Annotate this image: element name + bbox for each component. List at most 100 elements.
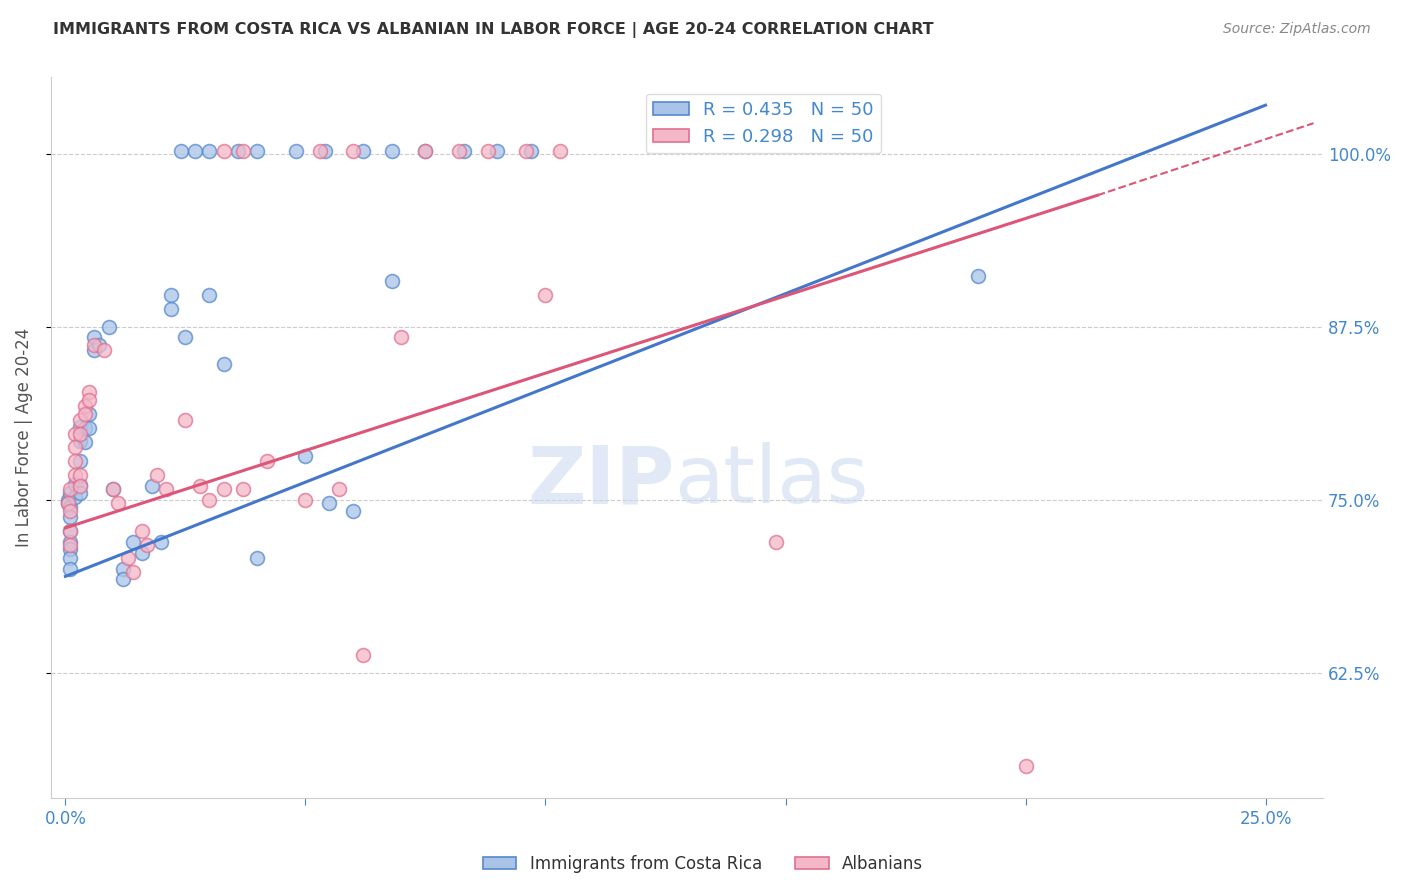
Point: [141, 479, 163, 493]
Point: [87, 338, 110, 352]
Point: [131, 524, 153, 538]
Point: [59, 551, 82, 566]
Point: [155, 482, 177, 496]
Point: [112, 572, 135, 586]
Point: [284, 144, 307, 158]
Point: [391, 329, 413, 343]
Point: [1014, 759, 1036, 773]
Point: [69, 419, 91, 434]
Point: [314, 144, 336, 158]
Point: [59, 541, 82, 556]
Legend: Immigrants from Costa Rica, Albanians: Immigrants from Costa Rica, Albanians: [477, 848, 929, 880]
Point: [212, 357, 235, 371]
Point: [169, 144, 191, 158]
Point: [136, 537, 159, 551]
Point: [534, 288, 557, 302]
Point: [69, 413, 91, 427]
Point: [174, 329, 197, 343]
Text: IMMIGRANTS FROM COSTA RICA VS ALBANIAN IN LABOR FORCE | AGE 20-24 CORRELATION CH: IMMIGRANTS FROM COSTA RICA VS ALBANIAN I…: [53, 22, 934, 38]
Point: [59, 486, 82, 500]
Point: [83, 338, 105, 352]
Point: [966, 268, 988, 283]
Point: [318, 496, 340, 510]
Point: [342, 504, 364, 518]
Point: [415, 144, 437, 158]
Point: [59, 524, 82, 538]
Point: [486, 144, 509, 158]
Point: [198, 144, 221, 158]
Point: [103, 482, 125, 496]
Point: [59, 500, 82, 514]
Point: [69, 434, 91, 448]
Point: [232, 144, 254, 158]
Point: [59, 504, 82, 518]
Point: [59, 562, 82, 576]
Point: [198, 493, 221, 508]
Point: [73, 434, 96, 449]
Point: [97, 319, 120, 334]
Point: [63, 476, 86, 491]
Point: [226, 144, 249, 158]
Point: [69, 454, 91, 468]
Point: [246, 144, 269, 158]
Point: [69, 479, 91, 493]
Point: [63, 426, 86, 441]
Point: [765, 534, 787, 549]
Point: [256, 454, 278, 468]
Point: [79, 407, 101, 421]
Point: [246, 551, 269, 566]
Point: [352, 648, 374, 663]
Legend: R = 0.435   N = 50, R = 0.298   N = 50: R = 0.435 N = 50, R = 0.298 N = 50: [645, 94, 882, 153]
Point: [381, 144, 404, 158]
Point: [121, 534, 143, 549]
Point: [160, 301, 183, 316]
Point: [69, 426, 91, 441]
Point: [121, 566, 143, 580]
Y-axis label: In Labor Force | Age 20-24: In Labor Force | Age 20-24: [15, 328, 32, 548]
Point: [56, 493, 79, 508]
Point: [63, 454, 86, 468]
Point: [69, 478, 91, 492]
Point: [93, 343, 115, 358]
Point: [56, 496, 79, 510]
Point: [294, 449, 316, 463]
Point: [381, 274, 404, 288]
Point: [309, 144, 332, 158]
Point: [59, 482, 82, 496]
Point: [79, 421, 101, 435]
Point: [449, 144, 471, 158]
Point: [56, 496, 79, 510]
Text: atlas: atlas: [675, 442, 869, 520]
Point: [117, 551, 139, 566]
Point: [79, 385, 101, 400]
Point: [107, 496, 129, 510]
Point: [83, 343, 105, 358]
Point: [515, 144, 537, 158]
Point: [73, 407, 96, 421]
Point: [477, 144, 499, 158]
Point: [415, 144, 437, 158]
Point: [145, 468, 167, 483]
Point: [160, 288, 183, 302]
Point: [131, 546, 153, 560]
Point: [453, 144, 475, 158]
Point: [112, 562, 135, 576]
Point: [294, 493, 316, 508]
Point: [63, 468, 86, 483]
Point: [63, 441, 86, 455]
Point: [59, 534, 82, 549]
Point: [212, 482, 235, 496]
Point: [198, 288, 221, 302]
Point: [212, 144, 235, 158]
Point: [59, 524, 82, 538]
Point: [352, 144, 374, 158]
Point: [520, 144, 543, 158]
Point: [59, 509, 82, 524]
Point: [188, 479, 211, 493]
Point: [59, 537, 82, 551]
Point: [73, 421, 96, 435]
Point: [150, 534, 173, 549]
Point: [548, 144, 571, 158]
Point: [342, 144, 364, 158]
Text: Source: ZipAtlas.com: Source: ZipAtlas.com: [1223, 22, 1371, 37]
